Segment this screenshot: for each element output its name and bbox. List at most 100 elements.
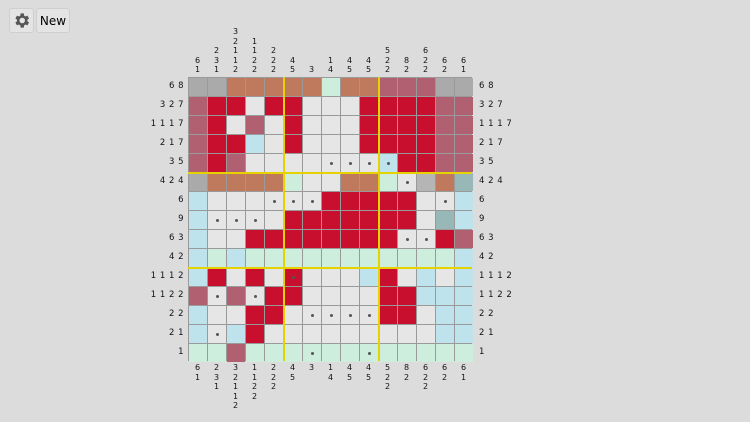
grid-cell[interactable]: [455, 344, 473, 362]
grid-cell[interactable]: [436, 116, 454, 134]
grid-cell[interactable]: [284, 230, 302, 248]
grid-cell[interactable]: [360, 249, 378, 267]
grid-cell[interactable]: [436, 192, 454, 210]
grid-cell[interactable]: [265, 344, 283, 362]
grid-cell[interactable]: [341, 249, 359, 267]
grid-cell[interactable]: [246, 268, 264, 286]
grid-cell[interactable]: [379, 344, 397, 362]
grid-cell[interactable]: [246, 192, 264, 210]
grid-cell[interactable]: [398, 135, 416, 153]
grid-cell[interactable]: [246, 135, 264, 153]
grid-cell[interactable]: [436, 287, 454, 305]
grid-cell[interactable]: [436, 344, 454, 362]
grid-cell[interactable]: [227, 344, 245, 362]
grid-cell[interactable]: [189, 325, 207, 343]
grid-cell[interactable]: [379, 173, 397, 191]
grid-cell[interactable]: [341, 344, 359, 362]
grid-cell[interactable]: [227, 135, 245, 153]
grid-cell[interactable]: [436, 97, 454, 115]
grid-cell[interactable]: [227, 116, 245, 134]
grid-cell[interactable]: [246, 78, 264, 96]
grid-cell[interactable]: [360, 211, 378, 229]
grid-cell[interactable]: [189, 287, 207, 305]
grid-cell[interactable]: [455, 192, 473, 210]
grid-cell[interactable]: [208, 211, 226, 229]
grid-cell[interactable]: [303, 287, 321, 305]
grid-cell[interactable]: [303, 230, 321, 248]
grid-cell[interactable]: [208, 78, 226, 96]
grid-cell[interactable]: [341, 116, 359, 134]
grid-cell[interactable]: [208, 230, 226, 248]
grid-cell[interactable]: [398, 325, 416, 343]
grid-cell[interactable]: [227, 97, 245, 115]
grid-cell[interactable]: [284, 211, 302, 229]
grid-cell[interactable]: [341, 287, 359, 305]
grid-cell[interactable]: [246, 230, 264, 248]
grid-cell[interactable]: [322, 211, 340, 229]
grid-cell[interactable]: [227, 192, 245, 210]
grid-cell[interactable]: [436, 249, 454, 267]
grid-cell[interactable]: [417, 344, 435, 362]
grid-cell[interactable]: [246, 116, 264, 134]
grid-cell[interactable]: [208, 97, 226, 115]
grid-cell[interactable]: [417, 173, 435, 191]
grid-cell[interactable]: [246, 249, 264, 267]
grid-cell[interactable]: [208, 249, 226, 267]
grid-cell[interactable]: [265, 173, 283, 191]
grid-cell[interactable]: [398, 344, 416, 362]
grid-cell[interactable]: [303, 306, 321, 324]
grid-cell[interactable]: [227, 287, 245, 305]
grid-cell[interactable]: [303, 268, 321, 286]
grid-cell[interactable]: [417, 325, 435, 343]
grid-cell[interactable]: [284, 325, 302, 343]
grid-cell[interactable]: [436, 211, 454, 229]
grid-cell[interactable]: [227, 78, 245, 96]
grid-cell[interactable]: [284, 97, 302, 115]
grid-cell[interactable]: [360, 97, 378, 115]
grid-cell[interactable]: [284, 135, 302, 153]
grid-cell[interactable]: [436, 78, 454, 96]
grid-cell[interactable]: [284, 192, 302, 210]
grid-cell[interactable]: [284, 344, 302, 362]
grid-cell[interactable]: [246, 97, 264, 115]
grid-cell[interactable]: [227, 325, 245, 343]
grid-cell[interactable]: [322, 154, 340, 172]
grid-cell[interactable]: [189, 173, 207, 191]
grid-cell[interactable]: [455, 306, 473, 324]
grid-cell[interactable]: [417, 97, 435, 115]
grid-cell[interactable]: [379, 287, 397, 305]
grid-cell[interactable]: [341, 154, 359, 172]
grid-cell[interactable]: [379, 135, 397, 153]
grid-cell[interactable]: [341, 268, 359, 286]
grid-cell[interactable]: [322, 135, 340, 153]
grid-cell[interactable]: [417, 230, 435, 248]
grid-cell[interactable]: [265, 154, 283, 172]
grid-cell[interactable]: [303, 173, 321, 191]
grid-cell[interactable]: [398, 230, 416, 248]
grid-cell[interactable]: [417, 78, 435, 96]
grid-cell[interactable]: [322, 287, 340, 305]
grid-cell[interactable]: [436, 135, 454, 153]
grid-cell[interactable]: [398, 78, 416, 96]
grid-cell[interactable]: [398, 249, 416, 267]
grid-cell[interactable]: [379, 97, 397, 115]
grid-cell[interactable]: [303, 97, 321, 115]
grid-cell[interactable]: [227, 268, 245, 286]
grid-cell[interactable]: [360, 173, 378, 191]
grid-cell[interactable]: [417, 154, 435, 172]
grid-cell[interactable]: [189, 192, 207, 210]
grid-cell[interactable]: [341, 230, 359, 248]
grid-cell[interactable]: [208, 325, 226, 343]
grid-cell[interactable]: [208, 306, 226, 324]
grid-cell[interactable]: [322, 78, 340, 96]
grid-cell[interactable]: [208, 154, 226, 172]
grid-cell[interactable]: [284, 268, 302, 286]
grid-cell[interactable]: [398, 116, 416, 134]
grid-cell[interactable]: [189, 116, 207, 134]
grid-cell[interactable]: [227, 306, 245, 324]
grid-cell[interactable]: [379, 249, 397, 267]
grid-cell[interactable]: [265, 116, 283, 134]
grid-cell[interactable]: [208, 192, 226, 210]
grid-cell[interactable]: [208, 173, 226, 191]
grid-cell[interactable]: [208, 268, 226, 286]
